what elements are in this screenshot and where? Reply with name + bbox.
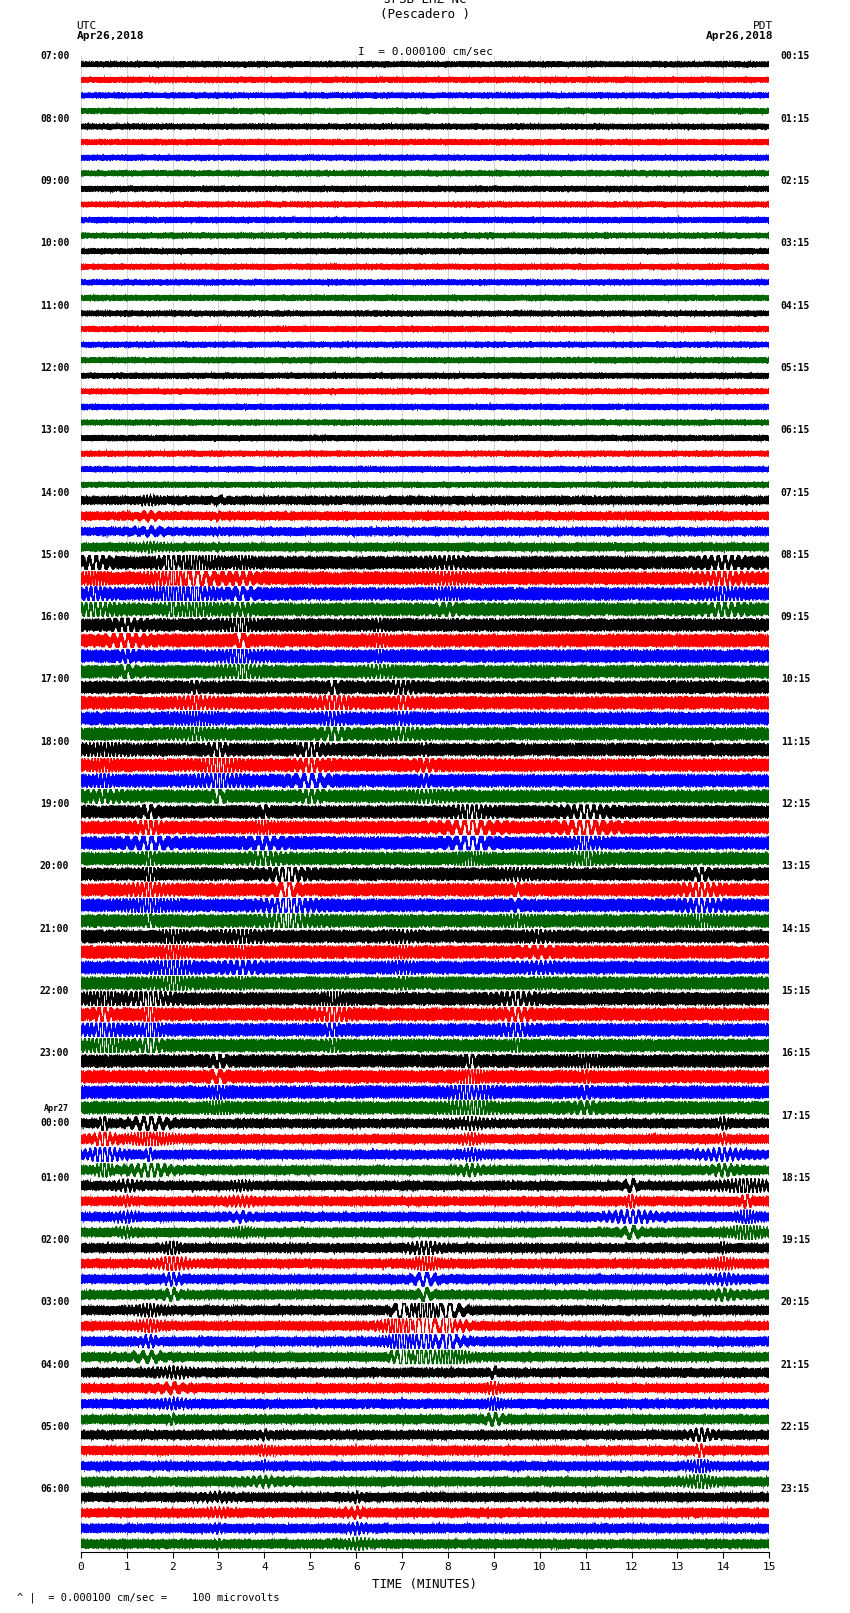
Text: 22:00: 22:00 [40,986,70,995]
Text: 01:15: 01:15 [780,115,810,124]
Text: Apr26,2018: Apr26,2018 [76,31,144,40]
Text: 05:00: 05:00 [40,1423,70,1432]
Text: 05:15: 05:15 [780,363,810,373]
Text: 01:00: 01:00 [40,1173,70,1182]
Text: 07:15: 07:15 [780,487,810,497]
Text: 12:15: 12:15 [780,798,810,810]
Text: 17:00: 17:00 [40,674,70,684]
Text: 10:00: 10:00 [40,239,70,248]
Text: UTC: UTC [76,21,97,31]
Text: 21:15: 21:15 [780,1360,810,1369]
Text: 12:00: 12:00 [40,363,70,373]
Text: 15:15: 15:15 [780,986,810,995]
Text: 10:15: 10:15 [780,674,810,684]
Text: 08:00: 08:00 [40,115,70,124]
Text: 21:00: 21:00 [40,924,70,934]
Text: 23:15: 23:15 [780,1484,810,1494]
Text: 04:00: 04:00 [40,1360,70,1369]
Text: 00:15: 00:15 [780,52,810,61]
Text: 22:15: 22:15 [780,1423,810,1432]
Text: 16:15: 16:15 [780,1048,810,1058]
Text: 23:00: 23:00 [40,1048,70,1058]
Text: 20:00: 20:00 [40,861,70,871]
Text: 16:00: 16:00 [40,613,70,623]
Text: ^ |  = 0.000100 cm/sec =    100 microvolts: ^ | = 0.000100 cm/sec = 100 microvolts [17,1592,280,1603]
Text: 06:00: 06:00 [40,1484,70,1494]
Text: 19:15: 19:15 [780,1236,810,1245]
Text: 02:15: 02:15 [780,176,810,185]
Text: 03:00: 03:00 [40,1297,70,1308]
Text: 02:00: 02:00 [40,1236,70,1245]
Text: 07:00: 07:00 [40,52,70,61]
Text: 18:15: 18:15 [780,1173,810,1182]
Text: I  = 0.000100 cm/sec: I = 0.000100 cm/sec [358,47,492,56]
Text: 03:15: 03:15 [780,239,810,248]
Text: 11:00: 11:00 [40,300,70,311]
Text: 13:15: 13:15 [780,861,810,871]
X-axis label: TIME (MINUTES): TIME (MINUTES) [372,1578,478,1590]
Text: 13:00: 13:00 [40,426,70,436]
Text: 09:00: 09:00 [40,176,70,185]
Title: JPSB EHZ NC
(Pescadero ): JPSB EHZ NC (Pescadero ) [380,0,470,21]
Text: 15:00: 15:00 [40,550,70,560]
Text: 00:00: 00:00 [40,1118,70,1127]
Text: 08:15: 08:15 [780,550,810,560]
Text: PDT: PDT [753,21,774,31]
Text: 14:15: 14:15 [780,924,810,934]
Text: 11:15: 11:15 [780,737,810,747]
Text: 20:15: 20:15 [780,1297,810,1308]
Text: Apr26,2018: Apr26,2018 [706,31,774,40]
Text: 17:15: 17:15 [780,1111,810,1121]
Text: 18:00: 18:00 [40,737,70,747]
Text: 14:00: 14:00 [40,487,70,497]
Text: 09:15: 09:15 [780,613,810,623]
Text: 19:00: 19:00 [40,798,70,810]
Text: Apr27: Apr27 [44,1105,70,1113]
Text: 06:15: 06:15 [780,426,810,436]
Text: 04:15: 04:15 [780,300,810,311]
